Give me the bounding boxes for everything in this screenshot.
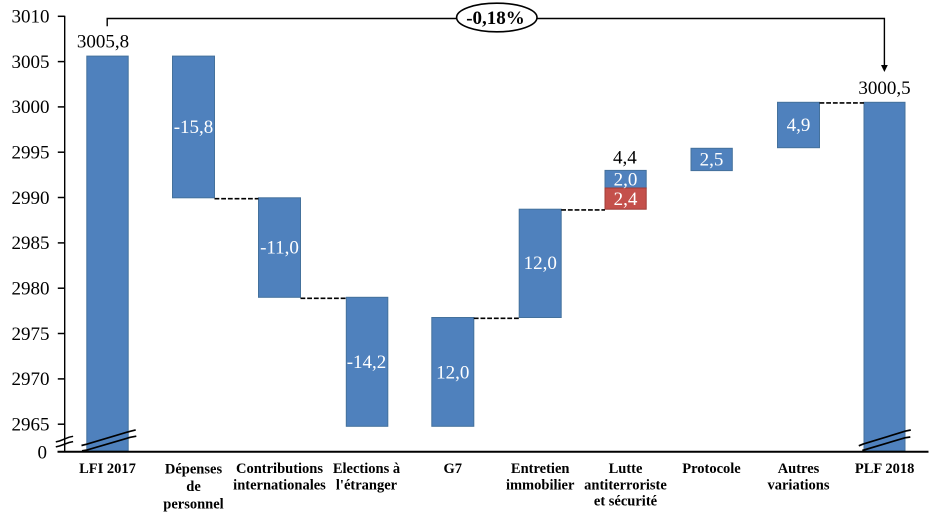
svg-text:0: 0 [38, 443, 48, 464]
svg-text:2990: 2990 [12, 188, 50, 209]
svg-text:l'étranger: l'étranger [336, 478, 398, 494]
svg-text:PLF 2018: PLF 2018 [855, 461, 914, 477]
svg-text:Entretien: Entretien [511, 461, 570, 477]
svg-text:3000,5: 3000,5 [858, 78, 910, 99]
svg-text:2,0: 2,0 [614, 170, 638, 191]
svg-text:3000: 3000 [12, 97, 50, 118]
svg-text:-15,8: -15,8 [174, 117, 214, 138]
svg-text:internationales: internationales [233, 478, 326, 494]
svg-text:G7: G7 [444, 461, 463, 477]
svg-text:Elections à: Elections à [333, 461, 401, 477]
svg-text:-14,2: -14,2 [347, 352, 387, 373]
svg-text:2965: 2965 [12, 415, 50, 436]
svg-text:-11,0: -11,0 [260, 237, 299, 258]
svg-text:LFI 2017: LFI 2017 [79, 461, 136, 477]
svg-text:et sécurité: et sécurité [594, 494, 658, 510]
svg-text:Autres: Autres [778, 461, 820, 477]
svg-text:12,0: 12,0 [436, 363, 469, 384]
svg-text:2975: 2975 [12, 324, 50, 345]
svg-text:2980: 2980 [12, 279, 50, 300]
svg-text:2970: 2970 [12, 369, 50, 390]
svg-text:4,4: 4,4 [613, 148, 637, 169]
svg-text:Protocole: Protocole [682, 461, 741, 477]
svg-text:3005: 3005 [12, 52, 50, 73]
svg-text:4,9: 4,9 [787, 115, 811, 136]
svg-text:antiterroriste: antiterroriste [584, 478, 667, 494]
svg-text:-0,18%: -0,18% [466, 8, 525, 29]
svg-text:2,5: 2,5 [700, 149, 724, 170]
svg-text:12,0: 12,0 [524, 253, 557, 274]
svg-text:Contributions: Contributions [236, 461, 323, 477]
svg-text:3010: 3010 [12, 7, 50, 28]
svg-text:Dépenses: Dépenses [165, 462, 223, 478]
svg-text:immobilier: immobilier [506, 478, 575, 494]
svg-text:personnel: personnel [163, 497, 223, 513]
svg-text:variations: variations [767, 478, 829, 494]
svg-text:2995: 2995 [12, 143, 50, 164]
svg-text:3005,8: 3005,8 [77, 32, 129, 53]
svg-text:Lutte: Lutte [609, 461, 643, 477]
svg-text:2,4: 2,4 [614, 189, 638, 210]
svg-text:2985: 2985 [12, 233, 50, 254]
svg-text:de: de [186, 479, 201, 495]
